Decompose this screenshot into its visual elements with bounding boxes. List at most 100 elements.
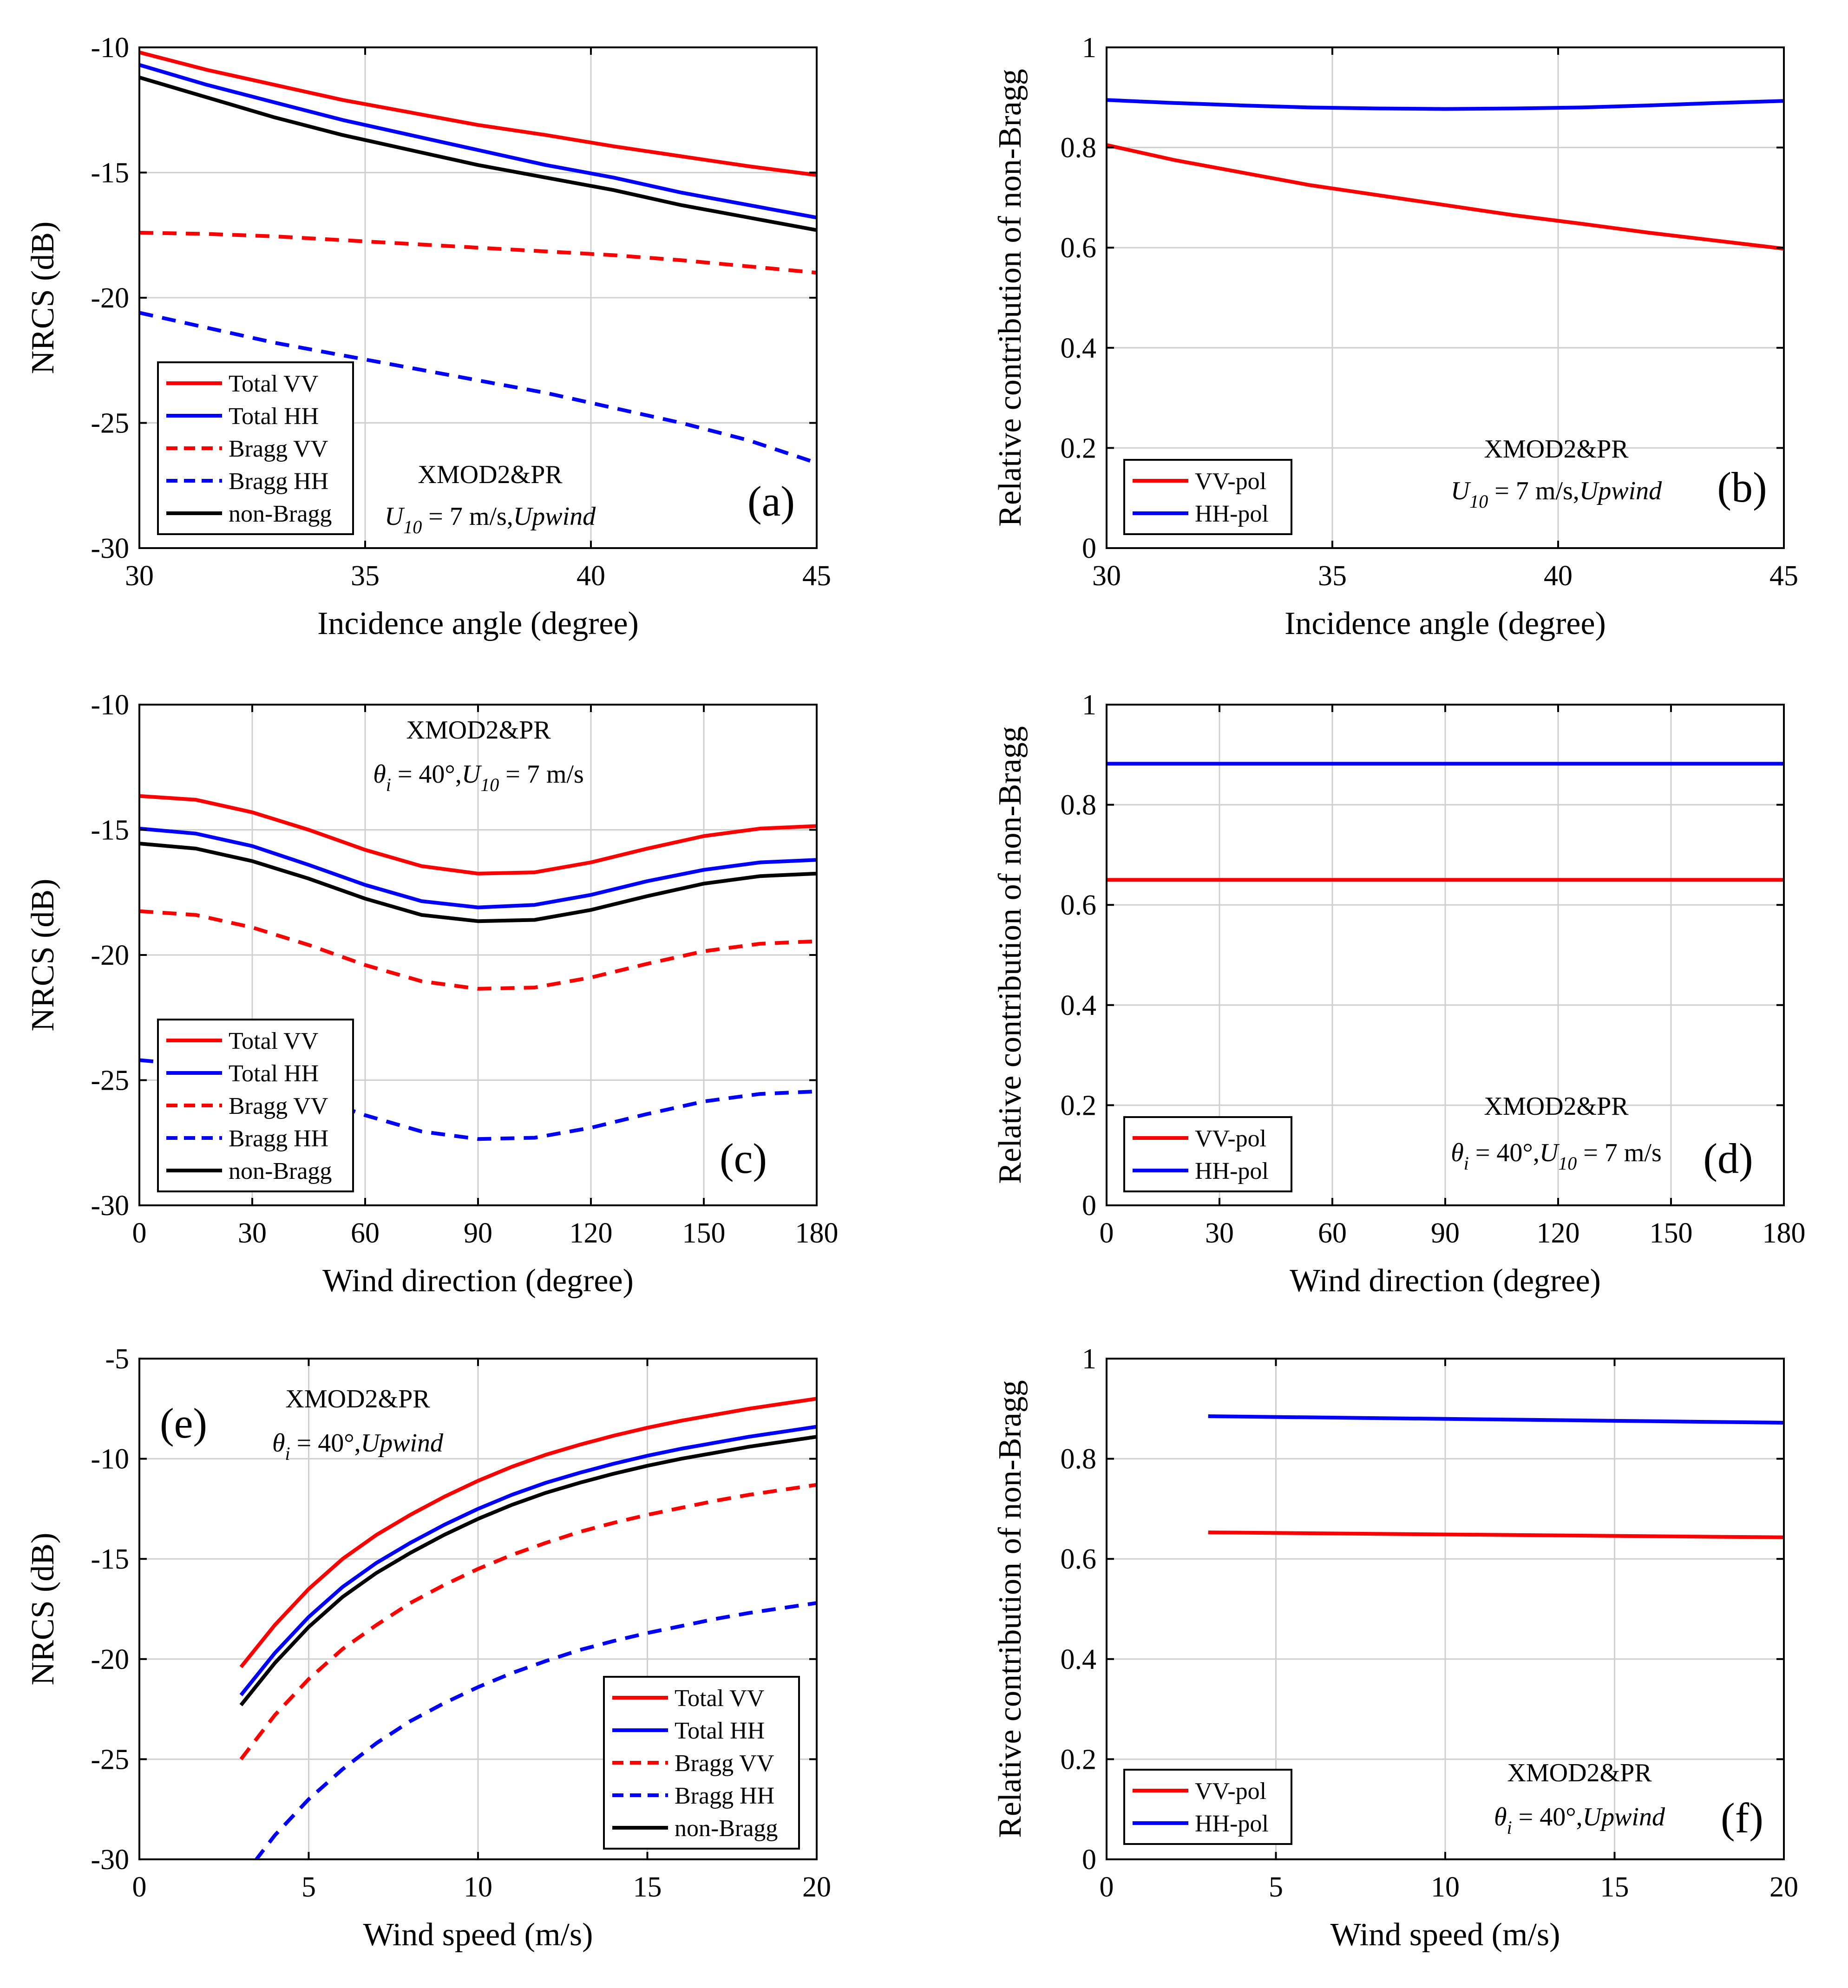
legend-entry: Bragg HH bbox=[229, 1125, 328, 1152]
y-tick-label: -15 bbox=[91, 157, 129, 189]
annotation-conditions: θi = 40°,U10 = 7 m/s bbox=[1451, 1138, 1662, 1174]
x-tick-label: 0 bbox=[1100, 1871, 1114, 1903]
annotation-condition-italic: Upwind bbox=[513, 502, 596, 531]
y-tick-label: 0.6 bbox=[1061, 889, 1097, 921]
x-tick-label: 180 bbox=[1763, 1217, 1806, 1249]
y-tick-label: 0.2 bbox=[1061, 432, 1097, 464]
x-tick-label: 30 bbox=[1092, 560, 1121, 592]
legend-entry: Bragg HH bbox=[229, 468, 328, 495]
x-tick-label: 0 bbox=[132, 1217, 147, 1249]
series-line-non-bragg bbox=[139, 842, 817, 923]
y-tick-label: 0 bbox=[1082, 1844, 1096, 1876]
annotation-subscript: 10 bbox=[1558, 1153, 1577, 1174]
y-tick-label: -10 bbox=[91, 689, 129, 721]
x-axis-label: Wind direction (degree) bbox=[322, 1263, 634, 1299]
y-axis-label: Relative contribution of non-Bragg bbox=[992, 1380, 1028, 1838]
y-tick-label: 1 bbox=[1082, 689, 1096, 721]
x-tick-label: 20 bbox=[802, 1871, 831, 1903]
legend-entry: Bragg VV bbox=[229, 436, 328, 462]
annotation-conditions: θi = 40°,U10 = 7 m/s bbox=[373, 760, 584, 795]
y-axis-label: NRCS (dB) bbox=[25, 222, 61, 374]
annotation-symbol: θ bbox=[272, 1429, 285, 1458]
panel-label: (a) bbox=[747, 477, 795, 525]
x-tick-label: 20 bbox=[1769, 1871, 1798, 1903]
series-line-total-vv bbox=[139, 50, 817, 177]
annotation-model: XMOD2&PR bbox=[418, 460, 563, 489]
x-tick-label: 35 bbox=[1318, 560, 1347, 592]
x-tick-label: 40 bbox=[577, 560, 605, 592]
x-axis-label: Incidence angle (degree) bbox=[1284, 606, 1606, 641]
x-tick-label: 120 bbox=[570, 1217, 613, 1249]
y-tick-label: -25 bbox=[91, 1065, 129, 1097]
y-axis-label: Relative contribution of non-Bragg bbox=[992, 726, 1028, 1184]
x-tick-label: 30 bbox=[1205, 1217, 1234, 1249]
annotation-model: XMOD2&PR bbox=[406, 716, 551, 745]
y-tick-label: 0.4 bbox=[1061, 1644, 1097, 1675]
x-tick-label: 15 bbox=[1600, 1871, 1629, 1903]
annotation-conditions: U10 = 7 m/s,Upwind bbox=[385, 502, 596, 537]
annotation-value: = 40°, bbox=[290, 1429, 361, 1458]
annotation-conditions: U10 = 7 m/s,Upwind bbox=[1451, 477, 1662, 512]
panel-label: (e) bbox=[160, 1399, 207, 1447]
y-tick-label: -30 bbox=[91, 1190, 129, 1222]
series-line-bragg-vv bbox=[139, 909, 817, 991]
annotation-condition-italic: Upwind bbox=[1579, 477, 1662, 505]
y-tick-label: -10 bbox=[91, 32, 129, 64]
panel-label: (d) bbox=[1703, 1135, 1753, 1182]
legend-entry: Total HH bbox=[675, 1718, 765, 1744]
annotation-subscript: i bbox=[1507, 1817, 1512, 1838]
y-tick-label: 0.8 bbox=[1061, 1444, 1097, 1475]
x-axis-label: Wind speed (m/s) bbox=[363, 1917, 593, 1953]
series-line-vv-pol bbox=[1107, 143, 1784, 251]
legend-entry: Total VV bbox=[675, 1685, 764, 1712]
annotation-model: XMOD2&PR bbox=[285, 1385, 430, 1413]
panel-label: (c) bbox=[720, 1135, 767, 1182]
annotation-symbol: U bbox=[462, 760, 482, 789]
x-tick-label: 30 bbox=[125, 560, 154, 592]
legend-entry: Bragg HH bbox=[675, 1783, 774, 1809]
annotation-conditions: θi = 40°,Upwind bbox=[272, 1429, 444, 1464]
legend-entry: non-Bragg bbox=[229, 501, 332, 527]
x-tick-label: 10 bbox=[1431, 1871, 1460, 1903]
panel-label: (b) bbox=[1717, 464, 1767, 511]
legend-entry: Total HH bbox=[229, 1060, 319, 1087]
annotation-value: = 7 m/s, bbox=[1488, 477, 1579, 505]
legend-entry: HH-pol bbox=[1195, 1811, 1269, 1837]
x-tick-label: 0 bbox=[1100, 1217, 1114, 1249]
y-tick-label: 0.2 bbox=[1061, 1090, 1097, 1121]
x-tick-label: 5 bbox=[301, 1871, 316, 1903]
annotation-condition-italic: Upwind bbox=[361, 1429, 444, 1458]
annotation-value: = 7 m/s bbox=[1577, 1138, 1662, 1167]
panel-b: 30 35 40 45 0 0.2 0.4 0.6 0.8 1 Incidence angle (d… bbox=[992, 32, 1798, 641]
legend-entry: VV-pol bbox=[1195, 468, 1266, 495]
panel-a: 30 35 40 45 -30 -25 -20 -15 -10 Incidence angle (… bbox=[25, 32, 831, 641]
annotation-subscript: 10 bbox=[403, 517, 422, 537]
x-tick-label: 150 bbox=[1650, 1217, 1693, 1249]
series-line-bragg-vv bbox=[139, 230, 817, 275]
x-tick-label: 90 bbox=[1431, 1217, 1460, 1249]
x-tick-label: 30 bbox=[238, 1217, 267, 1249]
y-tick-label: -15 bbox=[91, 815, 129, 846]
x-tick-label: 10 bbox=[464, 1871, 492, 1903]
series-line-bragg-hh bbox=[139, 1058, 817, 1141]
series-line-total-hh bbox=[139, 826, 817, 909]
annotation-value: = 7 m/s bbox=[499, 760, 584, 789]
annotation-symbol: U bbox=[1540, 1138, 1560, 1167]
x-tick-label: 0 bbox=[132, 1871, 147, 1903]
y-tick-label: 1 bbox=[1082, 1343, 1096, 1375]
x-tick-label: 15 bbox=[633, 1871, 662, 1903]
series-line-bragg-hh bbox=[254, 1601, 817, 1859]
annotation-model: XMOD2&PR bbox=[1484, 1092, 1629, 1121]
legend-entry: HH-pol bbox=[1195, 1158, 1269, 1184]
annotation-value: = 40°, bbox=[391, 760, 462, 789]
series-line-total-hh bbox=[139, 63, 817, 220]
y-axis-label: Relative contribution of non-Bragg bbox=[992, 69, 1028, 527]
annotation-subscript: i bbox=[285, 1443, 290, 1464]
panel-f: 0 5 10 15 20 0 0.2 0.4 0.6 0.8 1 Wind speed (m/s) Re… bbox=[992, 1343, 1798, 1953]
y-tick-label: -30 bbox=[91, 1844, 129, 1876]
series-line-non-bragg bbox=[139, 75, 817, 232]
y-tick-label: -25 bbox=[91, 1744, 129, 1775]
y-tick-label: 0.4 bbox=[1061, 333, 1097, 364]
x-tick-label: 60 bbox=[1318, 1217, 1347, 1249]
y-tick-label: -20 bbox=[91, 940, 129, 971]
